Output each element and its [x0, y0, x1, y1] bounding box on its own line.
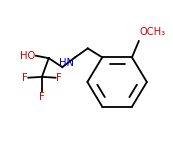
- Text: F: F: [39, 92, 45, 102]
- Text: HN: HN: [59, 58, 74, 68]
- Text: HO: HO: [20, 51, 35, 61]
- Text: F: F: [56, 73, 62, 83]
- Text: OCH₃: OCH₃: [140, 27, 166, 37]
- Text: F: F: [22, 73, 28, 83]
